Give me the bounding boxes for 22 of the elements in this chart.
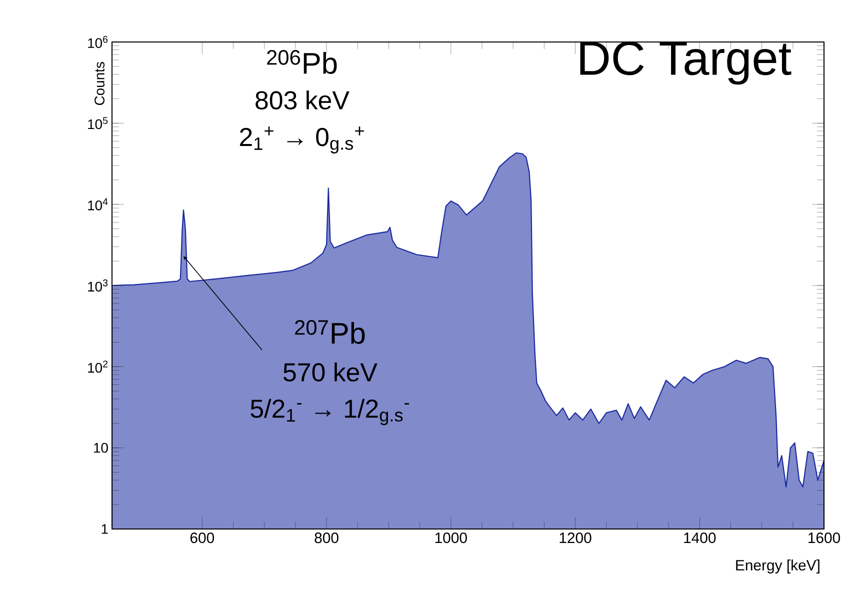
y-tick-label: 10$^{6}$ (88, 36, 108, 48)
x-tick-label: 1200 (560, 532, 592, 544)
x-tick-label: 800 (314, 532, 338, 544)
y-tick-label: 1 (102, 524, 108, 534)
y-tick-label: 10$^{5}$ (88, 117, 108, 130)
annotation: DC Target (580, 41, 792, 85)
x-tick-label: 1000 (435, 532, 467, 544)
annotation: 570 keV (284, 362, 378, 382)
annotation: $^{206}$Pb (267, 50, 337, 74)
x-tick-label: 1400 (684, 532, 716, 544)
y-tick-label: 10 (94, 442, 108, 453)
x-tick-label: 600 (190, 532, 214, 544)
annotation: $^{207}$Pb (295, 320, 365, 344)
annotation: 803 keV (256, 90, 350, 110)
y-tick-label: 10$^{2}$ (88, 360, 108, 373)
y-axis-title: Counts (94, 62, 104, 106)
annotation: 5/2$_{1}$$^{-}$ → 1/2$_{g.s}$- (250, 398, 410, 426)
annotation: 2$_{1}$$^{+}$ → 0$_{g.s}$+ (240, 126, 364, 154)
x-tick-label: 1600 (808, 532, 840, 544)
y-tick-label: 10$^{4}$ (88, 198, 108, 210)
y-tick-label: 10$^{3}$ (88, 279, 108, 292)
x-axis-title: Energy [keV] (736, 560, 820, 574)
